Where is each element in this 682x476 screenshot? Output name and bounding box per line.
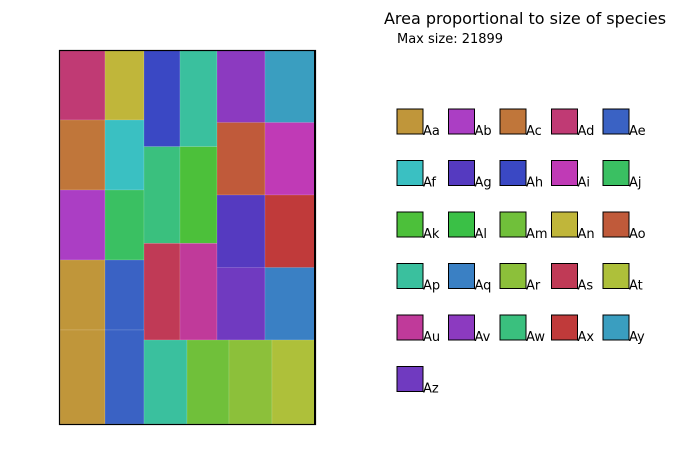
legend-swatch-ah <box>499 160 527 186</box>
legend-label-ag: Ag <box>475 176 492 191</box>
legend-swatch-aa <box>396 108 424 135</box>
legend-label-ad: Ad <box>578 124 595 139</box>
treemap-cell-ab-2 <box>59 189 106 261</box>
treemap-cell-ad-0 <box>59 49 106 121</box>
treemap-cell-ap-11 <box>179 49 218 147</box>
legend-label-aj: Aj <box>629 176 642 191</box>
legend-label-an: An <box>578 227 595 242</box>
legend-swatch-aj <box>602 160 630 186</box>
legend-label-ap: Ap <box>423 279 440 294</box>
legend-swatch-at <box>602 263 630 289</box>
legend-label-au: Au <box>423 330 440 345</box>
legend-label-ak: Ak <box>423 227 440 242</box>
legend-swatch-ad <box>551 108 578 135</box>
treemap-cell-ag-16 <box>216 194 266 268</box>
treemap-cell-aa-3 <box>59 259 106 331</box>
treemap-cell-as-10 <box>143 243 181 341</box>
treemap-cell-ae-7 <box>104 259 145 331</box>
treemap-cell-av-14 <box>216 49 266 123</box>
legend-label-at: At <box>629 279 643 294</box>
legend-label-ae: Ae <box>629 124 646 139</box>
treemap-cell-ac-1 <box>59 119 106 191</box>
legend-swatch-au <box>396 314 424 341</box>
treemap-cell-aq-21 <box>264 267 316 341</box>
chart-title: Area proportional to size of species <box>384 9 666 28</box>
legend-label-aw: Aw <box>526 330 545 345</box>
treemap-cell-ae-23 <box>104 329 145 425</box>
treemap-cell-ak-12 <box>179 146 218 244</box>
treemap-cell-aw-9 <box>143 146 181 244</box>
legend-label-ax: Ax <box>578 330 595 345</box>
legend-swatch-ab <box>448 108 475 135</box>
treemap-cell-aa-22 <box>59 329 106 425</box>
legend-label-ai: Ai <box>578 176 591 191</box>
legend-swatch-ag <box>448 160 475 186</box>
treemap-cell-ar-26 <box>228 339 273 425</box>
treemap-cell-at-27 <box>271 339 316 425</box>
legend-label-ab: Ab <box>475 124 492 139</box>
treemap-cell-ao-15 <box>216 122 266 196</box>
treemap-cell-an-4 <box>104 49 145 121</box>
legend-swatch-am <box>499 211 527 238</box>
legend-swatch-ae <box>602 108 630 135</box>
treemap-cell-ap-24 <box>143 339 188 425</box>
legend-swatch-aw <box>499 314 527 341</box>
legend-label-aq: Aq <box>475 279 492 294</box>
legend-swatch-aq <box>448 263 475 289</box>
treemap-area <box>59 49 316 425</box>
treemap-cell-ah-8 <box>143 49 181 147</box>
legend-swatch-al <box>448 211 475 238</box>
legend-swatch-ax <box>551 314 578 341</box>
treemap-cell-az-17 <box>216 267 266 341</box>
treemap-cell-aj-6 <box>104 189 145 261</box>
legend-swatch-av <box>448 314 475 341</box>
treemap-cell-ai-19 <box>264 122 316 196</box>
treemap-cell-ay-18 <box>264 49 316 123</box>
legend-swatch-ai <box>551 160 578 186</box>
legend-label-af: Af <box>423 176 436 191</box>
legend-swatch-az <box>396 366 424 392</box>
legend-label-az: Az <box>423 382 439 397</box>
legend-label-ac: Ac <box>526 124 542 139</box>
legend-label-ah: Ah <box>526 176 543 191</box>
legend-label-ar: Ar <box>526 279 541 294</box>
legend-swatch-as <box>551 263 578 289</box>
legend-label-ay: Ay <box>629 330 645 345</box>
legend-swatch-ac <box>499 108 527 135</box>
legend-swatch-ao <box>602 211 630 238</box>
legend-swatch-ar <box>499 263 527 289</box>
legend-swatch-ay <box>602 314 630 341</box>
legend-label-am: Am <box>526 227 548 242</box>
legend-label-ao: Ao <box>629 227 646 242</box>
legend-swatch-af <box>396 160 424 186</box>
legend-label-al: Al <box>475 227 488 242</box>
legend: Aa Ab Ac Ad Ae Af Ag Ah Ai Aj Ak Al Am An Ao Ap Aq Ar As At… <box>396 108 646 397</box>
treemap-cell-ax-20 <box>264 194 316 268</box>
legend-label-as: As <box>578 279 594 294</box>
legend-label-aa: Aa <box>423 124 440 139</box>
chart-subtitle: Max size: 21899 <box>397 32 503 47</box>
legend-swatch-ak <box>396 211 424 238</box>
treemap-cell-af-5 <box>104 119 145 191</box>
treemap-cell-au-13 <box>179 243 218 341</box>
legend-swatch-ap <box>396 263 424 289</box>
legend-swatch-an <box>551 211 578 238</box>
legend-label-av: Av <box>475 330 491 345</box>
treemap-cell-am-25 <box>186 339 230 425</box>
